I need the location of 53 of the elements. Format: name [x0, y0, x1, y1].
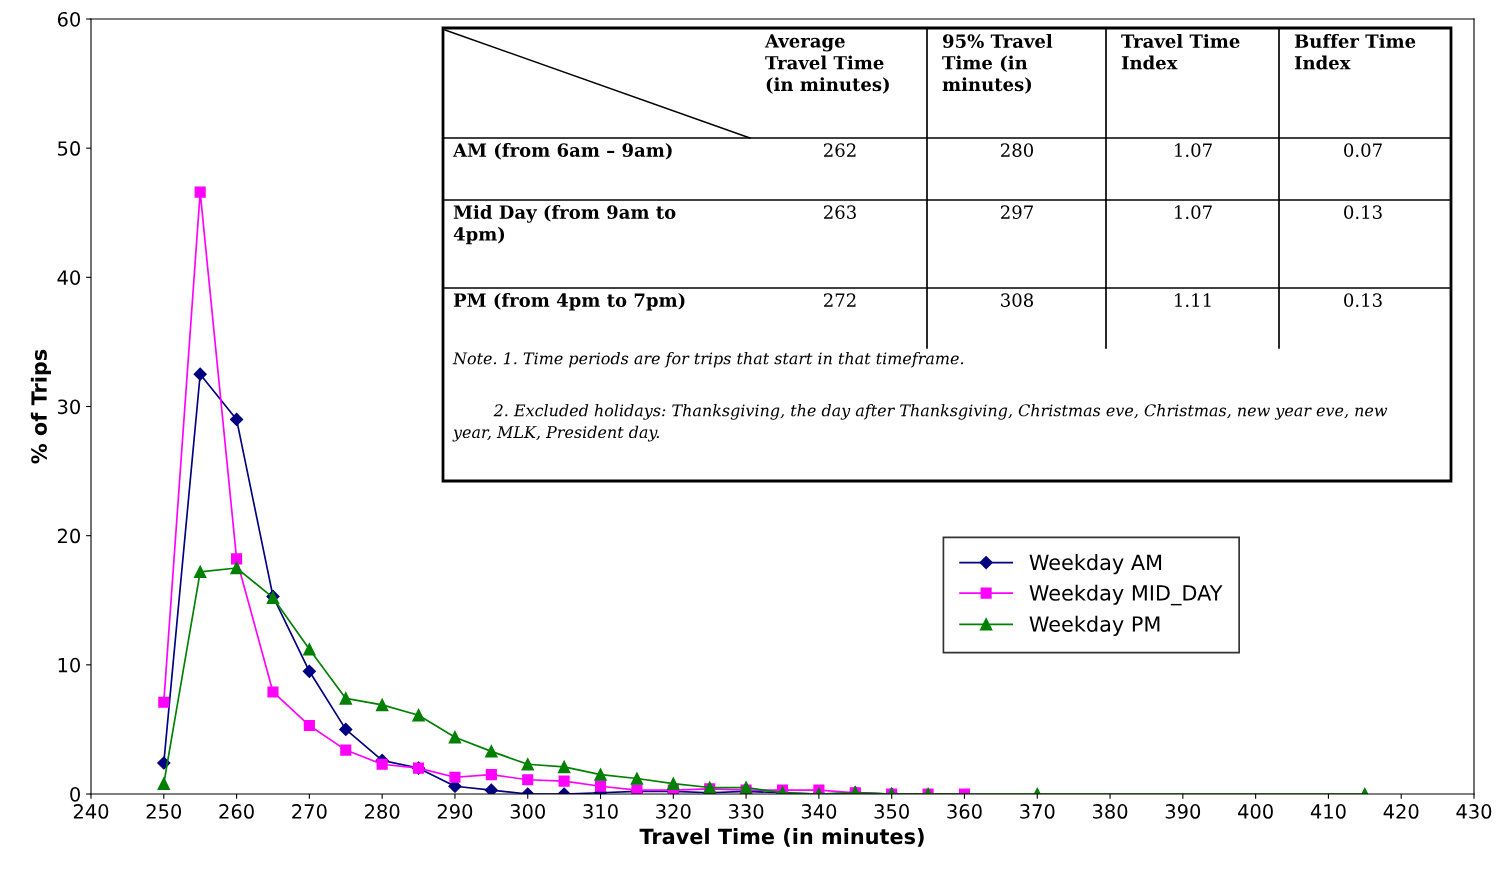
x-tick-label: 250 — [146, 804, 182, 819]
annotation: 1.07 — [1175, 205, 1212, 219]
y-tick-label: 20 — [57, 528, 80, 544]
x-axis-title: Travel Time (in minutes) — [639, 828, 924, 847]
x-tick-label: 350 — [874, 804, 909, 819]
x-tick-label: 420 — [1383, 804, 1419, 819]
x-tick-label: 390 — [1165, 804, 1201, 819]
y-tick-label: 10 — [58, 657, 80, 673]
legend-label: Weekday PM — [1029, 615, 1160, 636]
legend-label: Weekday AM — [1029, 554, 1162, 575]
x-tick-label: 400 — [1238, 804, 1273, 819]
y-tick-label: 40 — [57, 270, 80, 285]
x-tick-label: 270 — [292, 804, 327, 819]
annotation: 1.11 — [1175, 293, 1211, 307]
annotation: PM (from 4pm to 7pm) — [453, 293, 685, 311]
x-tick-label: 300 — [510, 804, 545, 819]
annotation: 95% Travel Time (in minutes) — [942, 34, 1053, 94]
annotation: 1.07 — [1175, 143, 1212, 157]
annotation: Travel Time Index — [1121, 34, 1240, 70]
annotation: 262 — [823, 143, 856, 157]
annotation: Average Travel Time (in minutes) — [764, 34, 889, 94]
y-tick-label: 0 — [70, 786, 80, 802]
x-tick-label: 330 — [729, 804, 764, 819]
x-tick-label: 290 — [437, 804, 473, 819]
annotation: 2. Excluded holidays: Thanksgiving, the day after Thanksgiving, Christmas eve, Christmas, new year eve, new year, MLK, President day. — [452, 404, 1388, 442]
y-axis-title: % of Trips — [30, 349, 51, 464]
y-tick-label: 50 — [58, 141, 80, 156]
x-tick-label: 320 — [656, 804, 691, 819]
annotation: Buffer Time Index — [1294, 34, 1416, 70]
x-tick-label: 240 — [73, 804, 109, 819]
x-tick-label: 380 — [1092, 804, 1128, 819]
annotation: 0.13 — [1344, 205, 1382, 219]
x-tick-label: 340 — [801, 804, 837, 819]
annotation: 0.13 — [1344, 293, 1382, 307]
x-tick-label: 370 — [1020, 804, 1055, 819]
x-tick-label: 260 — [219, 804, 254, 819]
x-tick-label: 280 — [365, 804, 400, 819]
y-tick-label: 30 — [58, 399, 80, 415]
annotation: AM (from 6am – 9am) — [452, 143, 672, 160]
y-tick-label: 60 — [57, 11, 80, 27]
annotation: Note. 1. Time periods are for trips that start in that timeframe. — [452, 352, 964, 368]
annotation: Mid Day (from 9am to 4pm) — [453, 205, 676, 245]
x-tick-label: 360 — [947, 804, 982, 819]
annotation: 0.07 — [1344, 143, 1382, 157]
annotation: 272 — [823, 293, 856, 307]
legend-label: Weekday MID_DAY — [1029, 584, 1223, 606]
annotation: 297 — [1000, 205, 1033, 219]
x-tick-label: 430 — [1456, 804, 1492, 819]
annotation: 263 — [823, 205, 856, 219]
x-tick-label: 310 — [583, 804, 618, 819]
annotation: 308 — [1001, 293, 1034, 307]
x-tick-label: 410 — [1310, 804, 1346, 819]
annotation: 280 — [1000, 143, 1034, 157]
